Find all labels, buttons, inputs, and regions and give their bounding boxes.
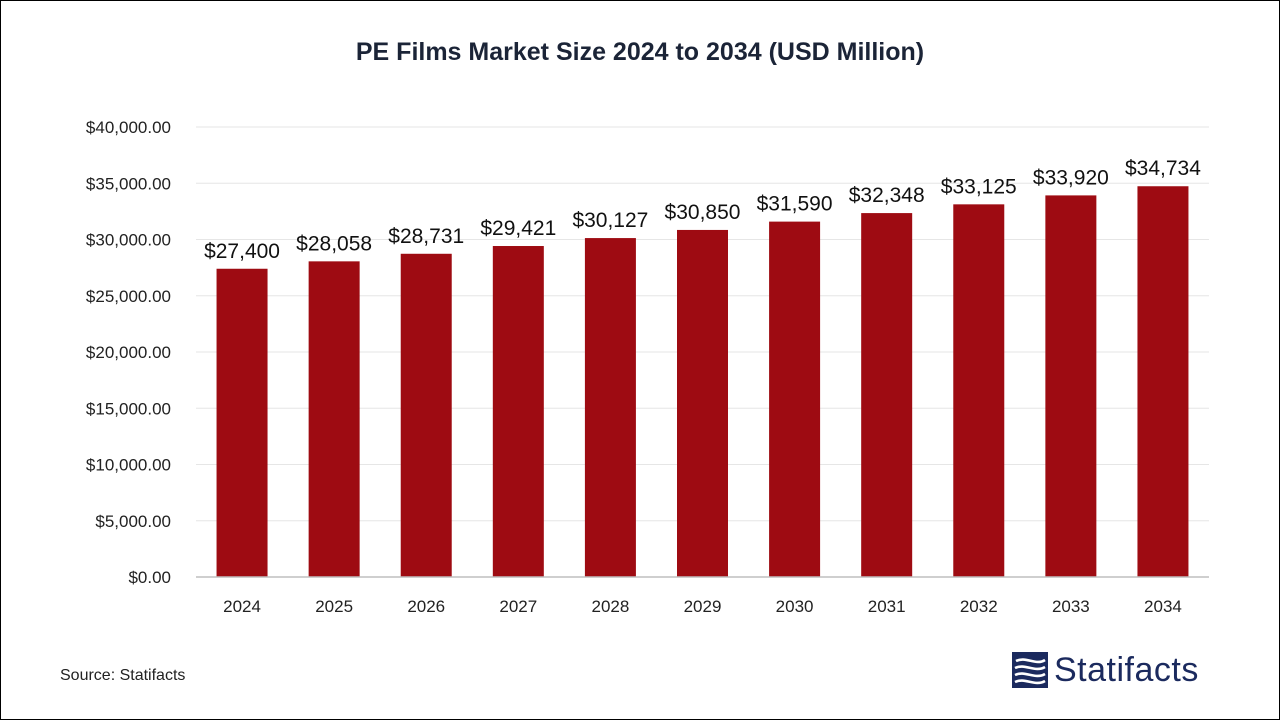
data-label: $27,400 <box>204 240 280 263</box>
bar <box>769 221 821 578</box>
x-tick-label: 2026 <box>407 597 445 616</box>
y-axis-tick-labels: $0.00 $5,000.00 $10,000.00 $15,000.00 $20,00… <box>86 118 171 587</box>
x-tick-label: 2032 <box>960 597 998 616</box>
y-tick-label: $0.00 <box>128 568 171 587</box>
bar <box>1045 195 1097 577</box>
x-tick-label: 2027 <box>499 597 537 616</box>
data-labels: $27,400 $28,058 $28,731 $29,421 $30,127 $30,8… <box>204 157 1201 263</box>
bars <box>216 186 1189 578</box>
data-label: $30,127 <box>572 209 648 232</box>
data-label: $28,058 <box>296 232 372 255</box>
bar <box>1137 186 1189 577</box>
x-tick-label: 2024 <box>223 597 261 616</box>
x-tick-label: 2033 <box>1052 597 1090 616</box>
data-label: $32,348 <box>849 184 925 207</box>
x-tick-label: 2025 <box>315 597 353 616</box>
y-tick-label: $15,000.00 <box>86 399 171 418</box>
x-tick-label: 2031 <box>868 597 906 616</box>
statifacts-logo-icon <box>1012 652 1048 688</box>
data-label: $34,734 <box>1125 157 1201 180</box>
y-tick-label: $10,000.00 <box>86 456 171 475</box>
brand-logo-block: Statifacts <box>1012 650 1199 690</box>
x-tick-label: 2029 <box>684 597 722 616</box>
y-tick-label: $20,000.00 <box>86 343 171 362</box>
data-label: $31,590 <box>757 193 833 216</box>
bar <box>677 229 728 577</box>
data-label: $29,421 <box>480 217 556 240</box>
data-label: $28,731 <box>388 225 464 248</box>
bar <box>584 238 636 578</box>
x-tick-label: 2030 <box>776 597 814 616</box>
source-note: Source: Statifacts <box>60 667 186 684</box>
bar <box>953 204 1005 577</box>
bar <box>308 261 360 577</box>
x-axis-tick-labels: 2024 2025 2026 2027 2028 2029 2030 2031 2032 2033… <box>223 597 1182 616</box>
y-tick-label: $25,000.00 <box>86 287 171 306</box>
data-label: $30,850 <box>665 201 741 224</box>
y-tick-label: $5,000.00 <box>95 512 171 531</box>
y-tick-label: $30,000.00 <box>86 231 171 250</box>
y-tick-label: $40,000.00 <box>86 118 171 137</box>
x-tick-label: 2034 <box>1144 597 1182 616</box>
y-tick-label: $35,000.00 <box>86 174 171 193</box>
bar <box>492 246 544 578</box>
brand-name: Statifacts <box>1054 650 1199 689</box>
data-label: $33,920 <box>1033 166 1109 189</box>
bar <box>861 213 913 577</box>
bar <box>216 268 268 577</box>
x-tick-label: 2028 <box>591 597 629 616</box>
bar <box>400 253 452 577</box>
data-label: $33,125 <box>941 175 1017 198</box>
chart-title: PE Films Market Size 2024 to 2034 (USD M… <box>355 38 925 66</box>
